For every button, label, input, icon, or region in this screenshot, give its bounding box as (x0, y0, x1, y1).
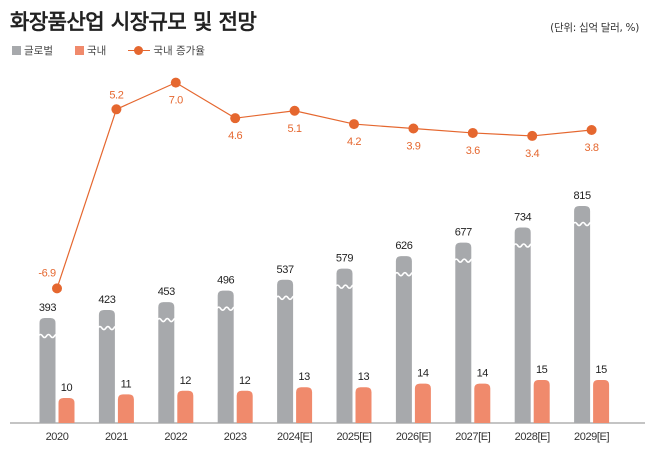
global-bar (158, 302, 175, 423)
axis-break-mark (334, 284, 355, 289)
legend-label-growth: 국내 증가율 (153, 45, 205, 57)
growth-point (527, 130, 538, 141)
axis-break-mark (156, 317, 177, 323)
growth-value-label: 4.2 (347, 136, 361, 148)
growth-point (111, 104, 122, 115)
global-value-label: 677 (455, 227, 472, 239)
global-value-label: 815 (574, 190, 591, 202)
domestic-bar (177, 390, 194, 423)
legend-swatch-growth (128, 46, 151, 55)
growth-line (56, 81, 592, 289)
domestic-bar (533, 380, 550, 423)
growth-value-label: 3.4 (525, 148, 539, 160)
global-value-label: 423 (98, 294, 115, 306)
growth-point (289, 105, 300, 116)
growth-value-label: 5.2 (109, 89, 123, 101)
global-value-label: 734 (514, 211, 531, 223)
x-tick-label: 2024[E] (277, 431, 312, 443)
axis-break-mark (275, 295, 295, 301)
growth-value-label: 4.6 (228, 130, 242, 142)
unit-note: (단위: 십억 달러, %) (550, 22, 639, 34)
global-bar (514, 227, 531, 423)
legend-item-domestic: 국내 (74, 43, 107, 58)
x-tick-label: 2021 (105, 431, 128, 443)
global-bar (277, 279, 294, 423)
growth-point (408, 123, 419, 134)
global-value-label: 579 (336, 253, 353, 265)
domestic-value-label: 12 (180, 375, 192, 387)
global-value-label: 496 (217, 275, 234, 287)
domestic-bar (117, 394, 134, 423)
growth-value-label: 3.6 (466, 145, 480, 157)
x-tick-label: 2023 (224, 431, 247, 443)
domestic-value-label: 11 (121, 378, 132, 390)
growth-point (586, 125, 597, 135)
x-tick-label: 2027[E] (455, 431, 490, 443)
growth-value-label: 5.1 (288, 123, 302, 135)
domestic-value-label: 14 (477, 368, 489, 380)
axis-break-mark (216, 306, 236, 311)
global-bar (217, 290, 234, 423)
domestic-bar (593, 380, 610, 423)
global-bar (39, 318, 56, 423)
legend-item-growth: 국내 증가율 (128, 43, 205, 58)
growth-point (170, 77, 181, 88)
legend-swatch-domestic (74, 46, 84, 55)
axis-break-mark (37, 333, 58, 339)
axis-break-mark (453, 258, 474, 263)
global-bar (395, 256, 412, 423)
domestic-bar (236, 390, 253, 423)
domestic-value-label: 13 (298, 371, 310, 383)
growth-value-label: 7.0 (169, 95, 183, 107)
axis-break-mark (572, 221, 592, 227)
global-value-label: 453 (158, 286, 175, 298)
growth-value-label: 3.8 (585, 142, 599, 154)
growth-point (230, 113, 241, 124)
global-value-label: 393 (39, 302, 56, 314)
global-value-label: 537 (277, 264, 294, 276)
global-bar (336, 268, 353, 423)
domestic-bar (296, 387, 313, 423)
domestic-value-label: 13 (358, 371, 370, 383)
legend: 글로벌 국내 국내 증가율 (12, 43, 227, 58)
x-tick-label: 2022 (164, 431, 187, 443)
x-tick-label: 2020 (46, 431, 69, 443)
global-value-label: 626 (395, 240, 412, 252)
domestic-value-label: 15 (536, 364, 548, 376)
global-bar (98, 310, 115, 423)
x-tick-label: 2029[E] (574, 431, 609, 443)
growth-value-label: -6.9 (38, 267, 56, 279)
x-tick-label: 2025[E] (336, 431, 371, 443)
domestic-bar (355, 387, 372, 423)
x-tick-label: 2028[E] (515, 431, 550, 443)
global-bar (455, 242, 472, 423)
domestic-bar (414, 383, 431, 423)
domestic-value-label: 14 (417, 368, 429, 380)
domestic-bar (58, 398, 75, 423)
legend-label-domestic: 국내 (86, 45, 107, 57)
growth-value-label: 3.9 (406, 141, 420, 153)
domestic-value-label: 12 (239, 375, 251, 387)
legend-item-global: 글로벌 (12, 43, 53, 58)
legend-label-global: 글로벌 (24, 45, 53, 57)
axis-break-mark (513, 243, 533, 248)
axis-break-mark (394, 271, 414, 277)
global-bar (574, 206, 591, 423)
growth-point (467, 127, 478, 138)
domestic-bar (474, 383, 491, 423)
axis-break-mark (97, 325, 117, 331)
growth-point (52, 283, 62, 294)
domestic-value-label: 15 (595, 364, 607, 376)
growth-point (349, 119, 359, 130)
domestic-value-label: 10 (61, 382, 73, 394)
x-tick-label: 2026[E] (396, 431, 431, 443)
chart-title: 화장품산업 시장규모 및 전망 (10, 10, 257, 34)
legend-swatch-global (12, 46, 21, 55)
